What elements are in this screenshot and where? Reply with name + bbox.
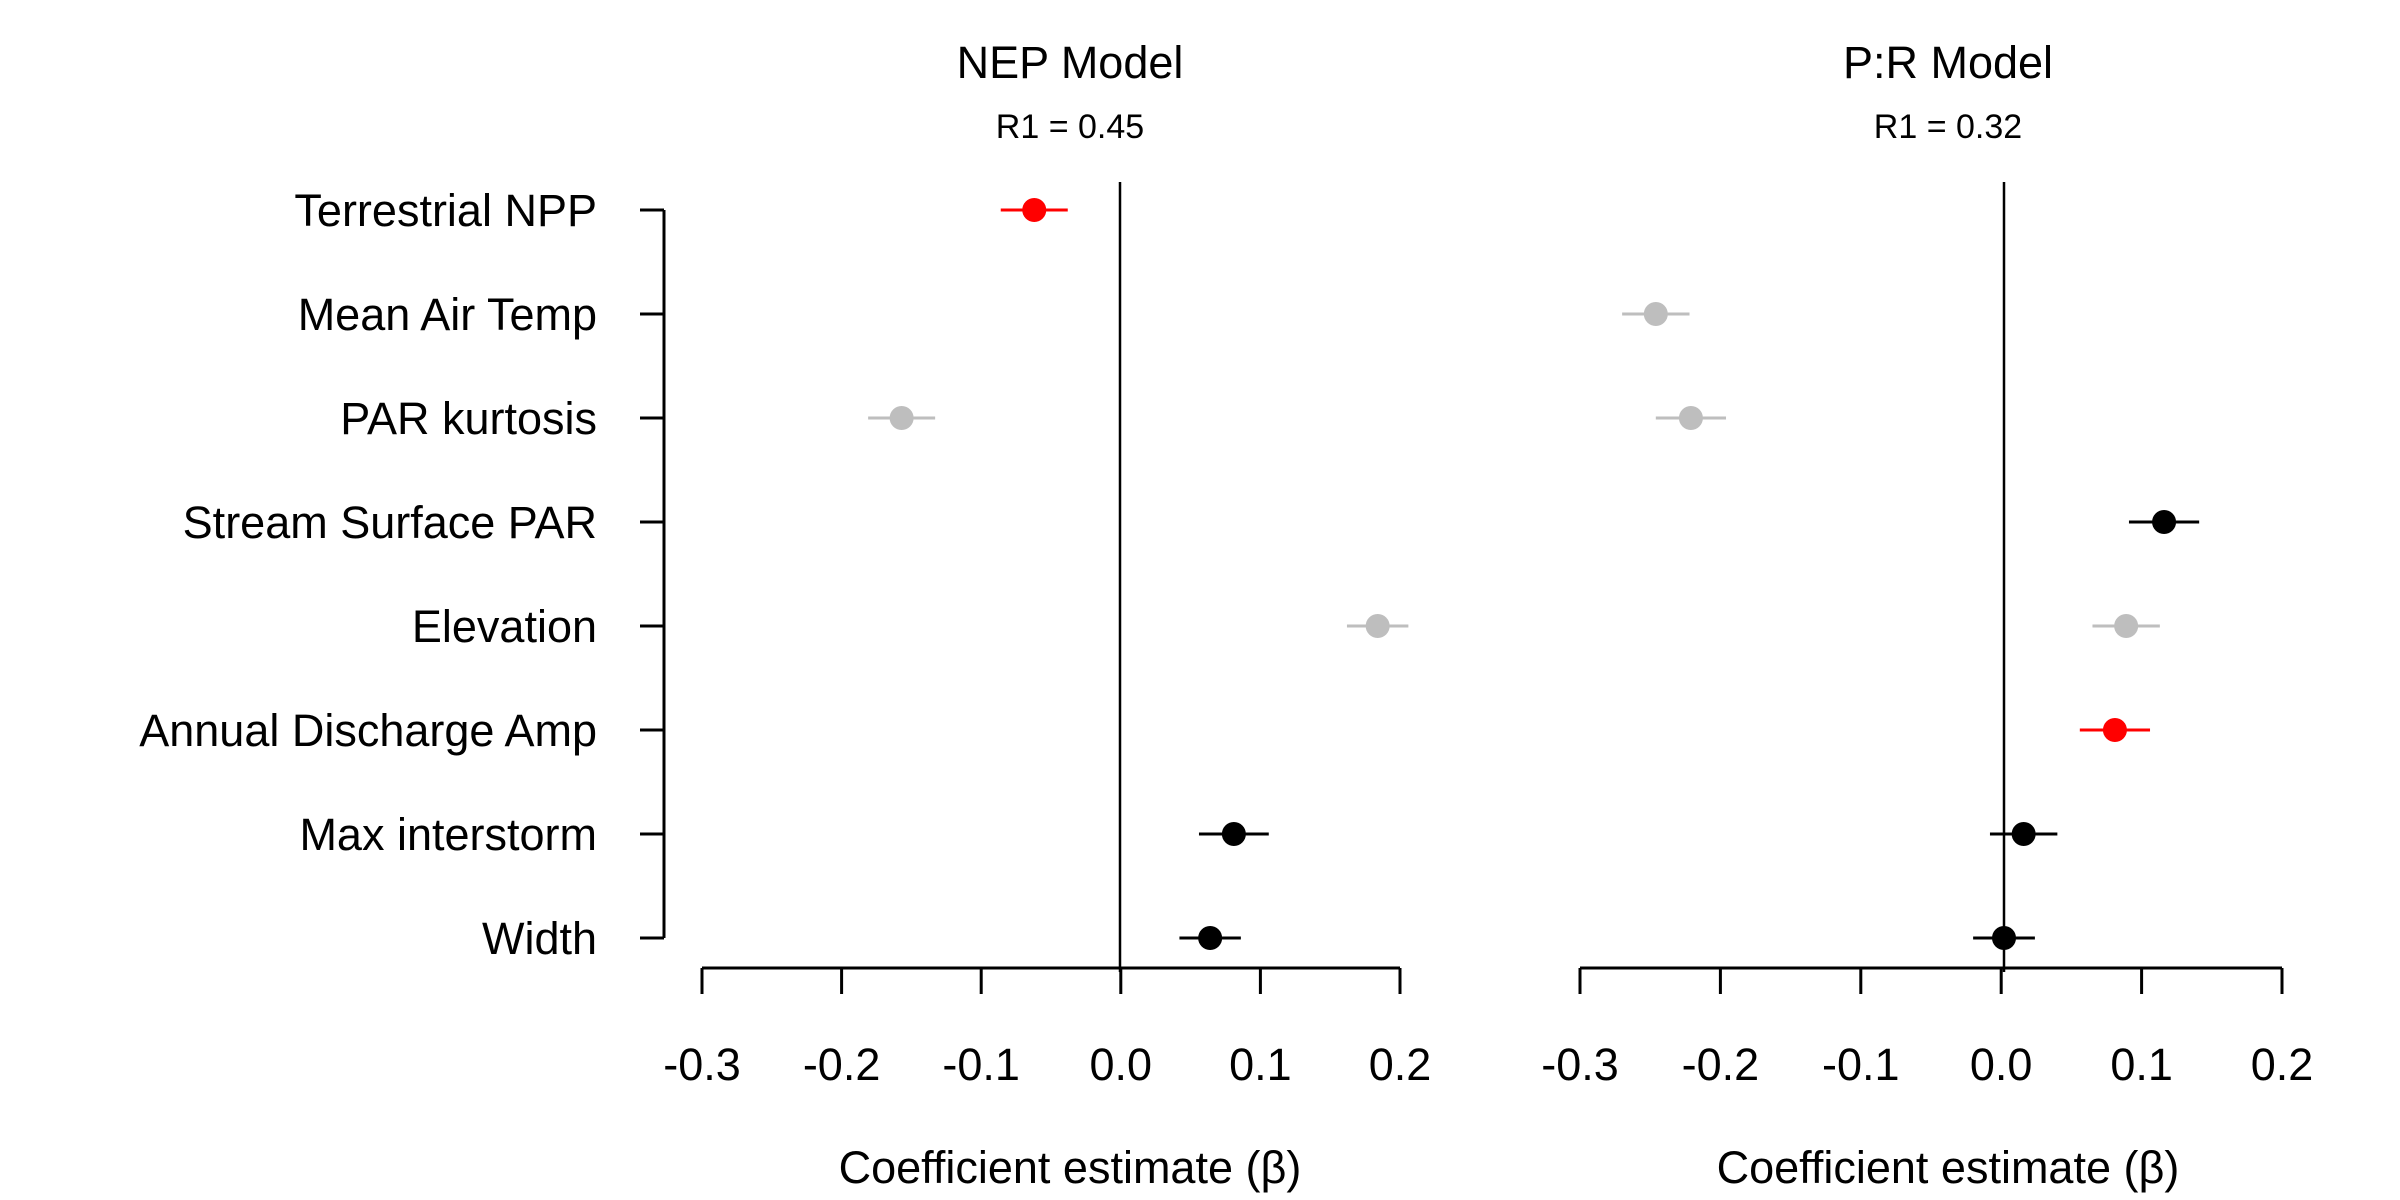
coefficient-point — [1678, 406, 1703, 430]
y-axis-tick-label: PAR kurtosis — [340, 393, 597, 444]
coefficient-point — [1221, 822, 1246, 846]
coefficient-point — [1198, 926, 1223, 950]
panel-title: NEP Model — [957, 37, 1184, 88]
coefficient-point — [889, 406, 914, 430]
x-axis-tick-label: -0.1 — [1822, 1039, 1900, 1090]
coefficient-point — [1365, 614, 1390, 638]
coefficient-point — [2114, 614, 2139, 638]
x-axis-tick-label: -0.3 — [1541, 1039, 1619, 1090]
coefficient-point — [2102, 718, 2127, 742]
x-axis-label: Coefficient estimate (β) — [839, 1142, 1302, 1193]
y-axis-tick-label: Stream Surface PAR — [183, 497, 597, 548]
panel-title: P:R Model — [1843, 37, 2053, 88]
x-axis-tick-label: 0.1 — [2110, 1039, 2173, 1090]
coefficient-point — [1022, 198, 1047, 222]
x-axis-ticks — [1578, 968, 2284, 994]
x-axis: -0.3 -0.2 -0.1 0.0 0.1 0.2 — [663, 966, 1431, 1090]
x-axis-tick-label: 0.2 — [1369, 1039, 1432, 1090]
x-axis: -0.3 -0.2 -0.1 0.0 0.1 0.2 — [1541, 966, 2313, 1090]
y-axis: Terrestrial NPP Mean Air Temp PAR kurtosis… — [139, 185, 666, 964]
x-axis-tick-label: 0.0 — [1970, 1039, 2033, 1090]
y-axis-labels: Terrestrial NPP Mean Air Temp PAR kurtosis… — [139, 185, 597, 964]
x-axis-tick-label: -0.2 — [1682, 1039, 1760, 1090]
y-axis-tick-label: Max interstorm — [299, 809, 597, 860]
x-axis-tick-labels: -0.3 -0.2 -0.1 0.0 0.1 0.2 — [1541, 1039, 2313, 1090]
x-axis-tick-label: -0.3 — [663, 1039, 741, 1090]
nep-model-panel: NEP Model R1 = 0.45 -0.3 -0.2 -0.1 0.0 0.1 0.… — [663, 37, 1431, 1193]
panel-subtitle: R1 = 0.45 — [996, 108, 1144, 146]
y-axis-tick-label: Annual Discharge Amp — [139, 705, 597, 756]
y-axis-tick-label: Width — [482, 913, 597, 964]
coefficient-point — [2011, 822, 2036, 846]
x-axis-ticks — [700, 968, 1402, 994]
y-axis-tick-label: Terrestrial NPP — [294, 185, 597, 236]
coefficient-point — [2152, 510, 2177, 534]
y-axis-tick-label: Mean Air Temp — [298, 289, 597, 340]
coefficient-marks — [868, 198, 1409, 950]
coefficient-point — [1992, 926, 2017, 950]
x-axis-tick-labels: -0.3 -0.2 -0.1 0.0 0.1 0.2 — [663, 1039, 1431, 1090]
x-axis-tick-label: 0.1 — [1229, 1039, 1292, 1090]
y-axis-ticks — [640, 208, 664, 940]
panel-subtitle: R1 = 0.32 — [1874, 108, 2022, 146]
x-axis-tick-label: -0.2 — [803, 1039, 881, 1090]
coefficient-marks — [1622, 302, 2200, 950]
y-axis-tick-label: Elevation — [412, 601, 597, 652]
coefficient-point — [1643, 302, 1668, 326]
x-axis-tick-label: 0.2 — [2251, 1039, 2314, 1090]
x-axis-label: Coefficient estimate (β) — [1717, 1142, 2180, 1193]
x-axis-tick-label: 0.0 — [1090, 1039, 1153, 1090]
pr-model-panel: P:R Model R1 = 0.32 -0.3 -0.2 -0.1 0.0 0.1 0.… — [1541, 37, 2313, 1193]
x-axis-tick-label: -0.1 — [942, 1039, 1020, 1090]
